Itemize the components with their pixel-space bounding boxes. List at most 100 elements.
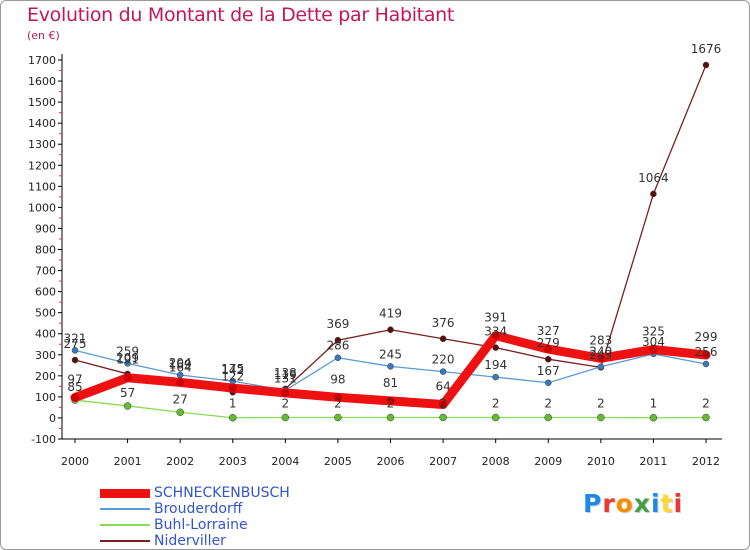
- chart-title: Evolution du Montant de la Dette par Hab…: [27, 4, 455, 26]
- x-tick-label: 2008: [482, 455, 510, 468]
- data-label: 142: [221, 363, 244, 377]
- data-point: [71, 347, 79, 354]
- y-tick-label: 1300: [28, 138, 56, 151]
- y-tick-label: 400: [35, 328, 56, 341]
- data-label: 97: [67, 373, 82, 387]
- data-point: [491, 331, 500, 340]
- y-tick-label: 500: [35, 307, 56, 320]
- legend-label: SCHNECKENBUSCH: [154, 485, 290, 501]
- y-tick-label: 900: [35, 222, 56, 235]
- x-tick-label: 2001: [114, 455, 142, 468]
- data-point: [492, 344, 499, 351]
- data-point: [176, 408, 184, 417]
- data-label: 191: [116, 353, 139, 367]
- data-point: [597, 413, 605, 422]
- data-label: 85: [67, 380, 82, 394]
- data-point: [123, 373, 132, 382]
- data-point: [545, 379, 552, 387]
- data-label: 98: [330, 372, 345, 386]
- x-tick-label: 2007: [429, 455, 457, 468]
- data-label: 283: [589, 333, 612, 347]
- data-label: 245: [379, 347, 402, 361]
- data-label: 2: [334, 397, 342, 411]
- data-label: 2: [597, 397, 605, 411]
- legend-swatch: [100, 508, 150, 510]
- data-point: [702, 61, 710, 69]
- data-point: [544, 413, 552, 422]
- data-point: [334, 336, 342, 344]
- data-point: [597, 363, 605, 371]
- data-label: 122: [221, 369, 244, 383]
- legend-item-buhl-lorraine: Buhl-Lorraine: [100, 517, 248, 533]
- data-label: 304: [642, 335, 665, 349]
- x-tick-label: 2011: [639, 455, 667, 468]
- y-tick-label: 700: [35, 265, 56, 278]
- legend-item-niderviller: Niderviller: [100, 533, 226, 549]
- legend-label: Buhl-Lorraine: [154, 517, 248, 533]
- data-label: 321: [64, 331, 87, 345]
- data-label: 2: [544, 397, 552, 411]
- data-label: 299: [695, 330, 718, 344]
- data-label: 334: [484, 325, 507, 339]
- legend-item-brouderdorff: Brouderdorff: [100, 501, 242, 517]
- x-tick-label: 2000: [61, 455, 89, 468]
- data-point: [124, 360, 131, 367]
- data-label: 175: [221, 362, 244, 376]
- data-label: 64: [435, 379, 450, 393]
- y-tick-label: 1600: [28, 75, 56, 88]
- data-point: [387, 326, 394, 333]
- data-point: [702, 350, 710, 359]
- data-point: [649, 413, 658, 422]
- y-tick-label: 1700: [28, 54, 56, 67]
- data-point: [544, 345, 553, 354]
- data-point: [439, 368, 447, 375]
- data-point: [334, 413, 342, 422]
- data-label: 286: [326, 339, 349, 353]
- data-point: [596, 354, 605, 363]
- data-label: 220: [432, 353, 455, 367]
- y-tick-label: 600: [35, 286, 56, 299]
- data-label: 376: [432, 316, 455, 330]
- data-label: 2: [492, 397, 500, 411]
- data-label: 167: [537, 364, 560, 378]
- x-tick-label: 2009: [534, 455, 562, 468]
- data-point: [702, 360, 710, 368]
- x-tick-label: 2006: [377, 455, 405, 468]
- data-label: 419: [379, 307, 402, 321]
- y-tick-label: 300: [35, 349, 56, 362]
- x-tick-label: 2010: [587, 455, 615, 468]
- proxiti-logo: Proxiti: [583, 489, 684, 518]
- x-tick-label: 2012: [692, 455, 720, 468]
- data-point: [439, 400, 448, 409]
- data-point: [281, 413, 290, 422]
- data-label: 194: [484, 358, 507, 372]
- data-point: [439, 413, 447, 422]
- data-label: 1: [229, 397, 237, 411]
- data-label: 2: [702, 397, 710, 411]
- y-tick-label: 100: [35, 391, 56, 404]
- data-label: 391: [484, 311, 507, 325]
- data-point: [334, 354, 342, 361]
- data-label: 240: [589, 344, 612, 358]
- y-tick-label: 1000: [28, 201, 56, 214]
- data-point: [545, 355, 552, 363]
- data-point: [492, 373, 499, 381]
- data-label: 1064: [638, 171, 669, 185]
- data-label: 131: [274, 371, 297, 385]
- data-label: 369: [326, 317, 349, 331]
- data-point: [281, 388, 290, 397]
- data-point: [386, 396, 395, 405]
- data-label: 57: [120, 386, 135, 400]
- data-point: [439, 335, 447, 343]
- data-label: 327: [537, 324, 560, 338]
- data-label: 275: [64, 337, 87, 351]
- data-label: 1: [650, 397, 658, 411]
- data-label: 27: [173, 392, 188, 406]
- data-label: 119: [274, 368, 297, 382]
- chart-subtitle: (en €): [27, 29, 60, 42]
- data-label: 1676: [691, 42, 722, 56]
- legend-swatch: [100, 524, 150, 526]
- legend-label: Brouderdorff: [154, 501, 243, 517]
